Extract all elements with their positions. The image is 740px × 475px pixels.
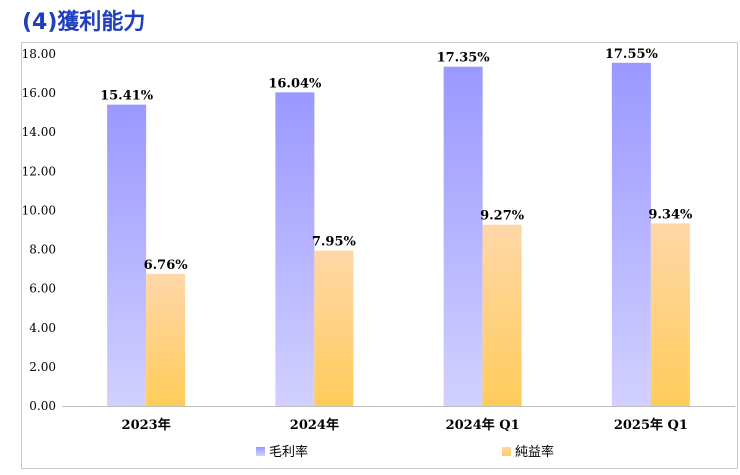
legend: 毛利率 純益率 bbox=[256, 444, 554, 460]
page-title: (4)獲利能力 bbox=[22, 10, 146, 35]
data-label: 17.55% bbox=[605, 47, 659, 62]
bar-net-margin bbox=[314, 250, 354, 406]
x-category-label: 2024年 bbox=[290, 417, 339, 433]
x-category-label: 2025年 Q1 bbox=[614, 417, 688, 433]
x-category-label: 2023年 bbox=[122, 417, 171, 433]
data-label: 9.27% bbox=[480, 209, 525, 224]
data-label: 16.04% bbox=[268, 76, 322, 91]
y-tick-label: 12.00 bbox=[22, 164, 56, 178]
bar-gross-margin bbox=[275, 92, 315, 406]
y-tick-label: 14.00 bbox=[22, 125, 56, 139]
y-tick-label: 18.00 bbox=[22, 47, 56, 61]
y-axis: 0.00 2.00 4.00 6.00 8.00 10.00 12.00 14.00 16.00… bbox=[22, 47, 56, 413]
bar-net-margin bbox=[146, 273, 186, 406]
y-tick-label: 16.00 bbox=[22, 86, 56, 100]
legend-label: 毛利率 bbox=[269, 444, 308, 460]
y-tick-label: 8.00 bbox=[29, 243, 56, 257]
data-label: 6.76% bbox=[144, 258, 189, 273]
bar-gross-margin bbox=[611, 62, 651, 407]
bar-net-margin bbox=[650, 223, 690, 406]
x-category-label: 2024年 Q1 bbox=[446, 417, 520, 433]
y-tick-label: 10.00 bbox=[22, 203, 56, 217]
data-label: 9.34% bbox=[648, 207, 693, 222]
x-axis: 2023年 2024年 2024年 Q1 2025年 Q1 bbox=[62, 406, 735, 433]
legend-swatch bbox=[502, 447, 511, 456]
legend-label: 純益率 bbox=[515, 444, 554, 460]
y-tick-label: 0.00 bbox=[29, 399, 56, 413]
data-label: 15.41% bbox=[100, 89, 154, 104]
legend-swatch bbox=[256, 447, 265, 456]
bar-net-margin bbox=[482, 224, 522, 406]
bar-gross-margin bbox=[443, 66, 483, 406]
chart-frame bbox=[21, 42, 738, 469]
y-tick-label: 6.00 bbox=[29, 282, 56, 296]
bars-group: 15.41% 6.76% 16.04% 7.95% 17.35% 9.27% 17.55% 9… bbox=[100, 47, 693, 407]
y-tick-label: 4.00 bbox=[29, 321, 56, 335]
bar-gross-margin bbox=[107, 104, 147, 406]
data-label: 17.35% bbox=[437, 51, 491, 66]
data-label: 7.95% bbox=[312, 235, 357, 250]
y-tick-label: 2.00 bbox=[29, 360, 56, 374]
